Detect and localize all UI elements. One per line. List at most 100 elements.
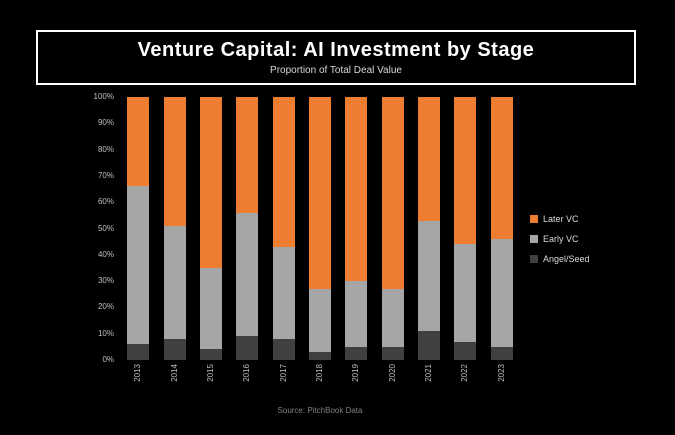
y-tick-label: 30% bbox=[97, 276, 114, 286]
x-tick-label: 2015 bbox=[205, 364, 215, 382]
x-tick-slot: 2015 bbox=[193, 364, 229, 404]
legend-label: Later VC bbox=[543, 214, 579, 224]
stacked-bar bbox=[345, 97, 368, 360]
bar-2021 bbox=[411, 97, 447, 360]
stacked-bar bbox=[127, 97, 150, 360]
x-tick-slot: 2016 bbox=[229, 364, 265, 404]
bar-segment-later-vc bbox=[236, 97, 259, 213]
bar-2019 bbox=[338, 97, 374, 360]
x-tick-label: 2017 bbox=[278, 364, 288, 382]
bar-segment-early-vc bbox=[308, 289, 331, 353]
x-tick-label: 2018 bbox=[314, 364, 324, 382]
stacked-bar bbox=[418, 97, 441, 360]
legend-swatch bbox=[530, 255, 538, 263]
bar-segment-later-vc bbox=[345, 97, 368, 282]
y-tick-label: 0% bbox=[102, 355, 114, 364]
bar-segment-angel-seed bbox=[236, 336, 259, 360]
legend: Later VC Early VC Angel/Seed bbox=[530, 214, 590, 274]
bar-2020 bbox=[375, 97, 411, 360]
bar-2013 bbox=[120, 97, 156, 360]
x-tick-slot: 2020 bbox=[375, 364, 411, 404]
bar-segment-later-vc bbox=[272, 97, 295, 247]
bar-segment-early-vc bbox=[381, 289, 404, 347]
legend-label: Early VC bbox=[543, 234, 579, 244]
y-axis: 0% 10% 20% 30% 40% 50% 60% 70% 80% 90% 100% bbox=[70, 93, 114, 364]
y-tick-label: 20% bbox=[97, 302, 114, 312]
bar-segment-later-vc bbox=[454, 97, 477, 245]
plot-area bbox=[120, 97, 520, 360]
bar-2014 bbox=[156, 97, 192, 360]
x-tick-label: 2022 bbox=[460, 364, 470, 382]
bar-segment-later-vc bbox=[127, 97, 150, 187]
bar-segment-angel-seed bbox=[308, 352, 331, 360]
stacked-bar bbox=[308, 97, 331, 360]
source-note: Source: PitchBook Data bbox=[277, 406, 363, 415]
x-tick-slot: 2019 bbox=[338, 364, 374, 404]
bar-2015 bbox=[193, 97, 229, 360]
bar-segment-angel-seed bbox=[454, 341, 477, 360]
stacked-bar bbox=[163, 97, 186, 360]
x-tick-slot: 2022 bbox=[447, 364, 483, 404]
x-axis: 2013 2014 2015 2016 2017 2018 2019 2020 2021 2022… bbox=[120, 364, 520, 404]
bar-segment-later-vc bbox=[308, 97, 331, 290]
bar-segment-early-vc bbox=[490, 239, 513, 347]
y-tick-label: 100% bbox=[93, 92, 114, 101]
bar-segment-early-vc bbox=[236, 212, 259, 337]
x-tick-slot: 2017 bbox=[265, 364, 301, 404]
legend-swatch bbox=[530, 215, 538, 223]
bar-segment-angel-seed bbox=[127, 344, 150, 360]
bar-segment-early-vc bbox=[272, 246, 295, 339]
stacked-bar bbox=[454, 97, 477, 360]
bar-segment-later-vc bbox=[199, 97, 222, 268]
bar-segment-angel-seed bbox=[418, 331, 441, 360]
stacked-bar bbox=[199, 97, 222, 360]
x-tick-label: 2014 bbox=[169, 364, 179, 382]
bar-2016 bbox=[229, 97, 265, 360]
x-tick-slot: 2018 bbox=[302, 364, 338, 404]
bar-segment-later-vc bbox=[490, 97, 513, 240]
x-tick-slot: 2023 bbox=[484, 364, 520, 404]
bar-segment-early-vc bbox=[199, 267, 222, 350]
x-tick-label: 2021 bbox=[424, 364, 434, 382]
bar-segment-angel-seed bbox=[199, 349, 222, 360]
bar-segment-early-vc bbox=[345, 281, 368, 347]
stacked-bar bbox=[236, 97, 259, 360]
bar-segment-angel-seed bbox=[345, 346, 368, 360]
bar-2017 bbox=[265, 97, 301, 360]
bar-segment-early-vc bbox=[127, 186, 150, 345]
y-tick-label: 50% bbox=[97, 223, 114, 233]
x-tick-slot: 2021 bbox=[411, 364, 447, 404]
legend-item-early-vc: Early VC bbox=[530, 234, 590, 244]
legend-item-later-vc: Later VC bbox=[530, 214, 590, 224]
y-tick-label: 60% bbox=[97, 197, 114, 207]
legend-label: Angel/Seed bbox=[543, 254, 590, 264]
y-tick-label: 70% bbox=[97, 170, 114, 180]
bar-segment-angel-seed bbox=[381, 346, 404, 360]
stacked-bar bbox=[272, 97, 295, 360]
bar-segment-early-vc bbox=[454, 244, 477, 342]
bar-segment-angel-seed bbox=[490, 346, 513, 360]
x-tick-slot: 2013 bbox=[120, 364, 156, 404]
bar-2023 bbox=[484, 97, 520, 360]
x-tick-label: 2023 bbox=[496, 364, 506, 382]
x-tick-label: 2020 bbox=[387, 364, 397, 382]
chart-title-box: Venture Capital: AI Investment by Stage … bbox=[36, 30, 636, 85]
stacked-bar bbox=[381, 97, 404, 360]
legend-swatch bbox=[530, 235, 538, 243]
bar-segment-angel-seed bbox=[163, 338, 186, 360]
chart-title: Venture Capital: AI Investment by Stage bbox=[137, 39, 535, 61]
bar-segment-angel-seed bbox=[272, 338, 295, 360]
chart-subtitle: Proportion of Total Deal Value bbox=[270, 65, 402, 76]
y-tick-label: 10% bbox=[97, 328, 114, 338]
x-tick-slot: 2014 bbox=[156, 364, 192, 404]
stacked-bar bbox=[490, 97, 513, 360]
legend-item-angel-seed: Angel/Seed bbox=[530, 254, 590, 264]
bar-segment-early-vc bbox=[418, 220, 441, 332]
x-tick-label: 2016 bbox=[242, 364, 252, 382]
bar-segment-early-vc bbox=[163, 225, 186, 339]
bar-2018 bbox=[302, 97, 338, 360]
y-tick-label: 90% bbox=[97, 118, 114, 128]
y-tick-label: 40% bbox=[97, 249, 114, 259]
bar-segment-later-vc bbox=[418, 97, 441, 221]
